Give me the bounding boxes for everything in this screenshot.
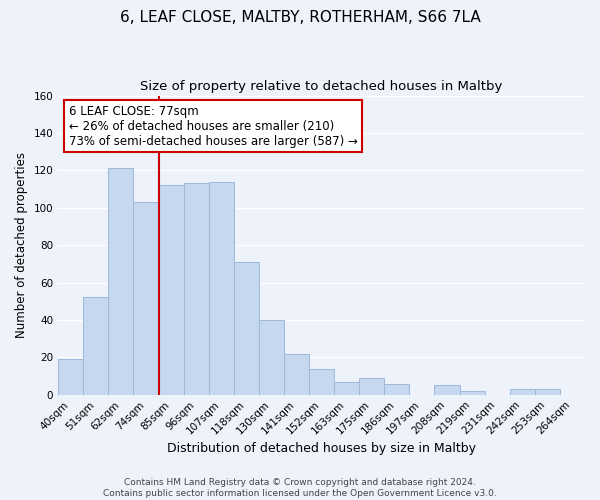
Bar <box>58 359 83 394</box>
Bar <box>359 378 385 394</box>
Bar <box>334 382 359 394</box>
Y-axis label: Number of detached properties: Number of detached properties <box>15 152 28 338</box>
Bar <box>133 202 158 394</box>
Bar <box>83 298 109 394</box>
Bar <box>535 389 560 394</box>
Bar <box>209 182 234 394</box>
Bar <box>259 320 284 394</box>
Bar <box>460 391 485 394</box>
Bar <box>234 262 259 394</box>
Title: Size of property relative to detached houses in Maltby: Size of property relative to detached ho… <box>140 80 503 93</box>
Bar <box>284 354 309 395</box>
Bar <box>434 386 460 394</box>
Bar <box>385 384 409 394</box>
Text: 6 LEAF CLOSE: 77sqm
← 26% of detached houses are smaller (210)
73% of semi-detac: 6 LEAF CLOSE: 77sqm ← 26% of detached ho… <box>69 104 358 148</box>
X-axis label: Distribution of detached houses by size in Maltby: Distribution of detached houses by size … <box>167 442 476 455</box>
Bar <box>184 184 209 394</box>
Bar <box>109 168 133 394</box>
Bar <box>309 368 334 394</box>
Bar <box>158 186 184 394</box>
Text: Contains HM Land Registry data © Crown copyright and database right 2024.
Contai: Contains HM Land Registry data © Crown c… <box>103 478 497 498</box>
Bar <box>510 389 535 394</box>
Text: 6, LEAF CLOSE, MALTBY, ROTHERHAM, S66 7LA: 6, LEAF CLOSE, MALTBY, ROTHERHAM, S66 7L… <box>119 10 481 25</box>
